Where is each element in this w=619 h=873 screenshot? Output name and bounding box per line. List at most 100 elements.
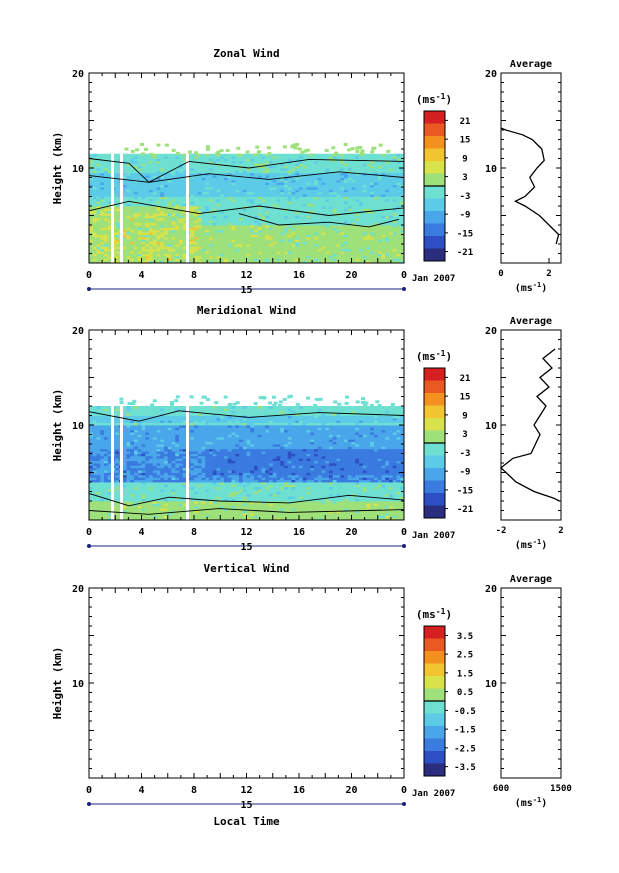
colorbar-swatch [424,751,445,764]
colorbar-tick-label: -9 [460,211,471,221]
colorbar-swatch [424,248,445,262]
colorbar-swatch [424,505,445,519]
colorbar-tick-label: -15 [457,229,473,239]
x-tick-label: 8 [191,527,197,538]
colorbar-swatch [424,418,445,431]
colorbar-tick-label: -3 [460,449,471,459]
colorbar-tick-label: 3.5 [457,632,473,642]
x-tick-label: 0 [401,270,407,281]
colorbar-swatch [424,123,445,137]
average-title: Average [510,59,552,70]
day-label: 15 [240,542,252,553]
average-y-tick-label: 20 [485,69,497,80]
colorbar-swatch [424,223,445,237]
average-profile-line [500,127,560,245]
day-bar-end [87,287,91,291]
heatmap-field [89,143,405,264]
colorbar-tick-label: -3 [460,192,471,202]
colorbar-tick-label: 21 [460,374,471,384]
contour-line [88,508,405,515]
y-tick-label: 10 [72,421,84,432]
x-axis-label: Local Time [213,815,280,828]
average-x-unit: (ms-1) [515,538,548,551]
data-gap [186,153,189,263]
colorbar-unit: (ms-1) [416,349,452,363]
x-tick-label: 4 [138,270,144,281]
colorbar-swatch [424,713,445,727]
contour-line [88,492,405,507]
colorbar-swatch [424,688,445,702]
day-bar-end [402,544,406,548]
plot-frame [88,587,405,779]
panel-title: Zonal Wind [213,47,279,60]
data-gap [120,153,123,263]
colorbar-unit: (ms-1) [416,92,452,106]
x-tick-label: 16 [293,785,305,796]
average-y-tick-label: 10 [485,421,497,432]
average-panel: Average 10 20 600 1500(ms-1) [485,574,572,809]
colorbar-tick-label: 2.5 [457,651,473,661]
colorbar-swatch [424,638,445,652]
colorbar-swatch [424,236,445,249]
data-gap [120,406,123,520]
contour-lines [88,410,405,515]
contour-line [88,200,405,216]
colorbar-tick-label: -15 [457,486,473,496]
colorbar-tick-label: 9 [462,154,467,164]
colorbar-swatch [424,468,445,481]
x-tick-label: 8 [191,785,197,796]
colorbar-swatch [424,676,445,689]
x-tick-label: 4 [138,527,144,538]
colorbar-swatch [424,455,445,469]
panel-vert: Vertical Wind 10 20 Height (km) 0 4 8 12 16 20 0 15… [51,562,572,828]
x-tick-label: 16 [293,270,305,281]
date-label: Jan 2007 [412,274,455,284]
colorbar-tick-label: -21 [457,248,473,258]
contour-line [88,158,405,183]
colorbar-swatch [424,626,445,639]
colorbar-swatch [424,111,445,124]
colorbar-tick-label: 15 [460,393,471,403]
colorbar-tick-label: 3 [462,430,467,440]
average-y-tick-label: 20 [485,584,497,595]
average-x-tick-label: 600 [493,784,509,794]
colorbar-tick-label: -0.5 [454,707,476,717]
heatmap-field [89,394,405,521]
date-label: Jan 2007 [412,531,455,541]
colorbar-swatch [424,443,445,456]
average-frame [500,329,562,521]
contour-lines [88,158,405,228]
y-tick-label: 10 [72,679,84,690]
x-tick-label: 20 [345,527,357,538]
average-title: Average [510,574,552,585]
colorbar-swatch [424,148,445,162]
x-tick-label: 12 [240,270,252,281]
colorbar-tick-label: -3.5 [454,763,476,773]
panel-title: Meridional Wind [197,304,296,317]
contour-line [88,171,405,183]
colorbar-swatch [424,368,445,381]
average-y-tick-label: 10 [485,679,497,690]
average-panel: Average 10 20 0 2 (ms-1) [485,59,562,294]
colorbar: 21 15 9 3 -3 -9 -15 -21 (ms-1) [416,92,473,262]
x-tick-label: 0 [86,527,92,538]
average-title: Average [510,316,552,327]
colorbar-swatch [424,480,445,494]
day-bar-end [87,802,91,806]
colorbar-swatch [424,701,445,714]
colorbar-swatch [424,763,445,777]
y-tick-label: 20 [72,326,84,337]
colorbar-swatch [424,136,445,149]
x-tick-label: 0 [401,785,407,796]
data-gap [111,406,114,520]
colorbar-tick-label: 9 [462,411,467,421]
x-tick-label: 20 [345,270,357,281]
data-gap [111,153,114,263]
x-tick-label: 0 [86,270,92,281]
colorbar-tick-label: 0.5 [457,688,473,698]
colorbar-swatch [424,198,445,212]
average-x-tick-label: 2 [546,269,551,279]
colorbar-tick-label: 1.5 [457,669,473,679]
colorbar-tick-label: 3 [462,173,467,183]
